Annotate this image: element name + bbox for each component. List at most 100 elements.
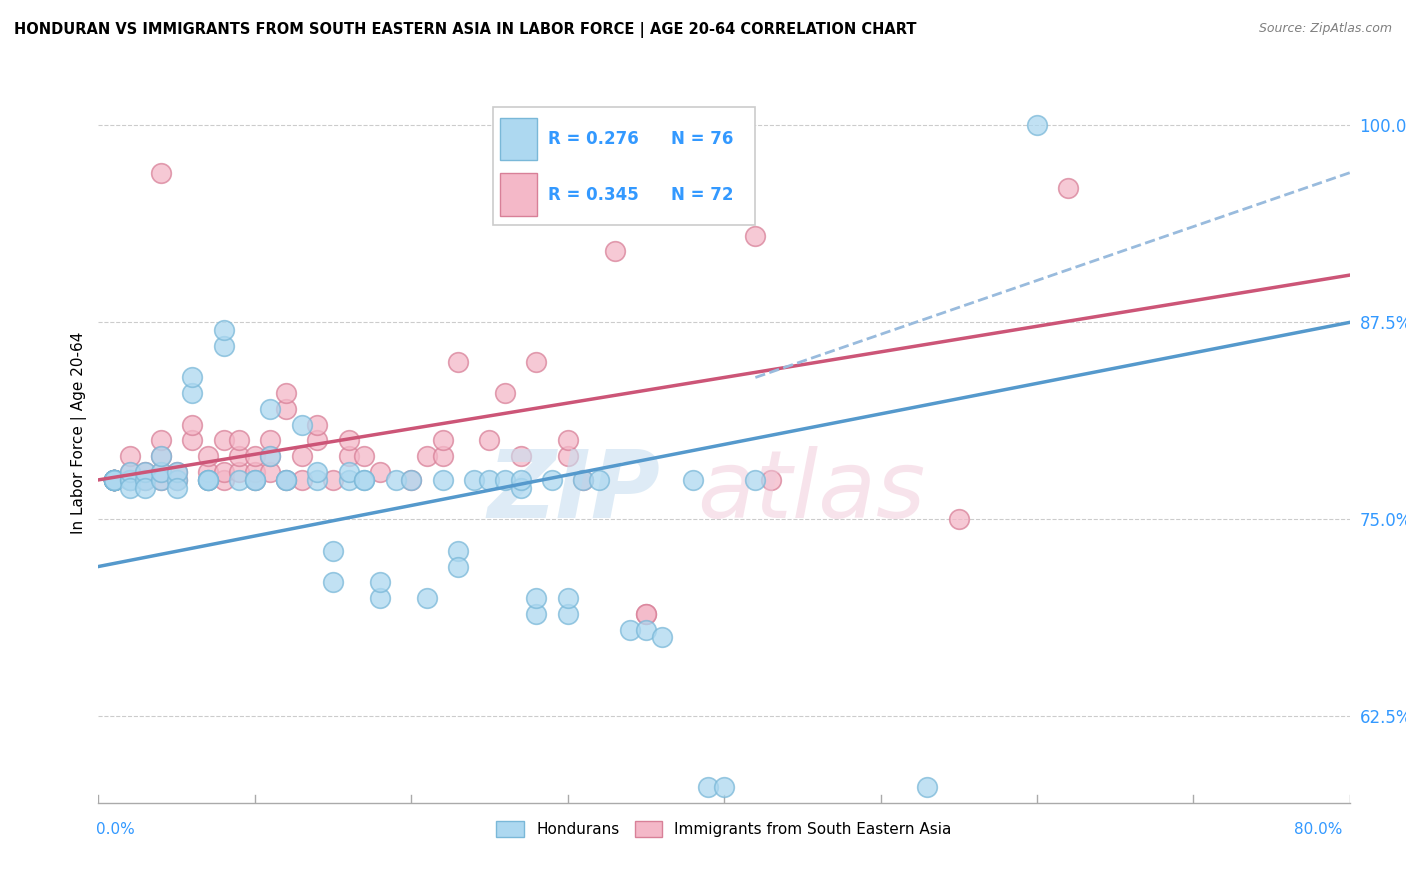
Point [416,449,439,463]
Point [447,543,470,558]
Point [118,465,141,479]
Point [337,434,360,448]
Point [650,631,672,645]
Point [243,473,266,487]
Text: 0.0%: 0.0% [96,822,135,838]
Legend: Hondurans, Immigrants from South Eastern Asia: Hondurans, Immigrants from South Eastern… [491,814,957,843]
Point [181,417,204,432]
Point [307,465,329,479]
Point [228,434,250,448]
Point [368,575,391,590]
Point [103,473,125,487]
Point [103,473,125,487]
Point [274,473,298,487]
Point [353,473,375,487]
Point [307,434,329,448]
Point [118,473,141,487]
Point [307,473,329,487]
Point [243,465,266,479]
Point [197,465,219,479]
Point [103,473,125,487]
Point [274,386,298,401]
Point [103,473,125,487]
Point [103,473,125,487]
Point [103,473,125,487]
Point [337,473,360,487]
Point [103,473,125,487]
Point [243,473,266,487]
Point [150,434,173,448]
Point [368,465,391,479]
Point [619,623,641,637]
Point [103,473,125,487]
Point [509,449,531,463]
Point [368,591,391,605]
Point [274,473,298,487]
Point [557,434,579,448]
Point [759,473,782,487]
Point [259,434,281,448]
Point [103,473,125,487]
Point [212,323,235,337]
Point [401,473,423,487]
Point [118,465,141,479]
Point [197,473,219,487]
Point [526,355,548,369]
Point [197,473,219,487]
Point [557,449,579,463]
Point [212,465,235,479]
Point [337,449,360,463]
Point [572,473,595,487]
Point [259,449,281,463]
Point [274,402,298,417]
Point [150,449,173,463]
Point [118,449,141,463]
Point [1026,119,1049,133]
Point [103,473,125,487]
Point [197,449,219,463]
Point [118,481,141,495]
Point [322,575,344,590]
Point [526,607,548,621]
Point [259,465,281,479]
Point [150,473,173,487]
Point [212,473,235,487]
Point [228,465,250,479]
Point [166,481,188,495]
Point [118,473,141,487]
Point [744,228,766,243]
Point [384,473,406,487]
Point [181,386,204,401]
Point [353,449,375,463]
Point [134,465,156,479]
Point [103,473,125,487]
Point [478,473,501,487]
Point [603,244,626,259]
Point [416,591,439,605]
Point [181,370,204,384]
Text: HONDURAN VS IMMIGRANTS FROM SOUTH EASTERN ASIA IN LABOR FORCE | AGE 20-64 CORREL: HONDURAN VS IMMIGRANTS FROM SOUTH EASTER… [14,22,917,38]
Point [103,473,125,487]
Point [337,465,360,479]
Point [401,473,423,487]
Point [291,473,314,487]
Point [557,607,579,621]
Point [197,473,219,487]
Point [432,434,454,448]
Point [103,473,125,487]
Point [634,607,657,621]
Point [697,780,720,794]
Point [1057,181,1080,195]
Point [917,780,939,794]
Point [307,417,329,432]
Point [322,473,344,487]
Point [432,473,454,487]
Point [150,166,173,180]
Point [463,473,485,487]
Point [713,780,735,794]
Point [150,465,173,479]
Point [134,465,156,479]
Point [447,355,470,369]
Point [197,473,219,487]
Point [166,465,188,479]
